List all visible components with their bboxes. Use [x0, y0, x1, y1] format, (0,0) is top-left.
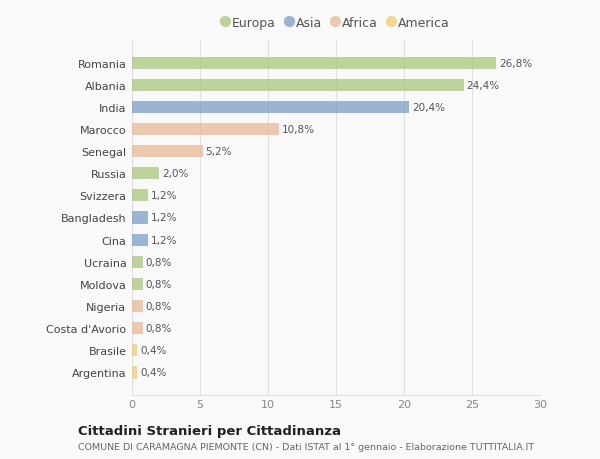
Text: 0,8%: 0,8%	[146, 279, 172, 289]
Text: 0,4%: 0,4%	[140, 368, 167, 378]
Bar	[132, 278, 143, 291]
Text: 0,8%: 0,8%	[146, 324, 172, 333]
Bar	[132, 367, 137, 379]
Bar	[132, 212, 148, 224]
Bar	[132, 344, 137, 357]
Legend: Europa, Asia, Africa, America: Europa, Asia, Africa, America	[217, 12, 455, 35]
Text: COMUNE DI CARAMAGNA PIEMONTE (CN) - Dati ISTAT al 1° gennaio - Elaborazione TUTT: COMUNE DI CARAMAGNA PIEMONTE (CN) - Dati…	[78, 442, 534, 451]
Text: 1,2%: 1,2%	[151, 235, 178, 245]
Text: 0,8%: 0,8%	[146, 257, 172, 267]
Text: 10,8%: 10,8%	[281, 125, 314, 134]
Bar	[132, 256, 143, 268]
Text: Cittadini Stranieri per Cittadinanza: Cittadini Stranieri per Cittadinanza	[78, 424, 341, 437]
Bar	[132, 79, 464, 92]
Text: 0,4%: 0,4%	[140, 346, 167, 356]
Text: 24,4%: 24,4%	[467, 80, 500, 90]
Bar	[132, 146, 203, 158]
Text: 0,8%: 0,8%	[146, 302, 172, 311]
Bar	[132, 322, 143, 335]
Bar	[132, 123, 279, 136]
Text: 2,0%: 2,0%	[162, 169, 188, 179]
Text: 20,4%: 20,4%	[412, 103, 445, 112]
Bar	[132, 190, 148, 202]
Bar	[132, 57, 496, 69]
Bar	[132, 300, 143, 313]
Bar	[132, 168, 159, 180]
Text: 26,8%: 26,8%	[499, 58, 532, 68]
Bar	[132, 101, 409, 114]
Text: 1,2%: 1,2%	[151, 191, 178, 201]
Text: 5,2%: 5,2%	[205, 147, 232, 157]
Bar	[132, 234, 148, 246]
Text: 1,2%: 1,2%	[151, 213, 178, 223]
